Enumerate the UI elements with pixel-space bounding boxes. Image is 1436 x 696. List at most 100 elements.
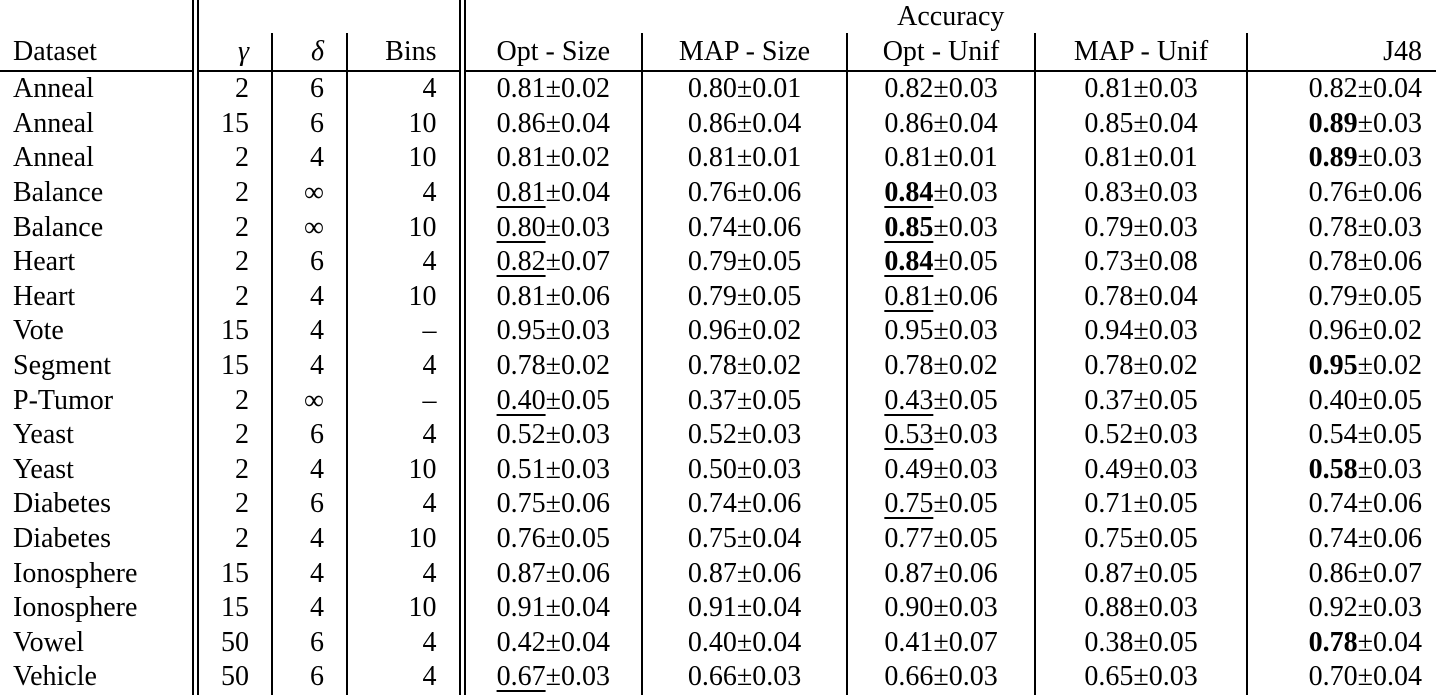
col-header-map-size: MAP - Size xyxy=(641,33,848,72)
delta-cell: 6 xyxy=(271,625,347,661)
map-unif-cell: 0.83±0.03 xyxy=(1034,175,1248,211)
map-unif-cell: 0.37±0.05 xyxy=(1034,383,1248,418)
gamma-cell: 2 xyxy=(191,279,272,315)
map-unif-cell: 0.85±0.04 xyxy=(1034,106,1248,142)
table-row: Vowel 50 6 4 0.42±0.04 0.40±0.04 0.41±0.07 0.38… xyxy=(0,625,1436,661)
accuracy-group-header: Accuracy xyxy=(458,0,1436,33)
accuracy-value: 0.66 xyxy=(687,661,737,693)
accuracy-value: 0.78 xyxy=(1084,280,1134,312)
j48-cell: 0.86±0.07 xyxy=(1246,556,1436,591)
accuracy-value: 0.81 xyxy=(496,142,546,174)
opt-size-cell: 0.80±0.03 xyxy=(458,210,643,245)
table-row: Heart 2 6 4 0.82±0.07 0.79±0.05 0.84±0.05 0.73±… xyxy=(0,244,1436,280)
opt-unif-cell: 0.87±0.06 xyxy=(846,556,1036,591)
j48-cell: 0.78±0.06 xyxy=(1246,244,1436,280)
accuracy-value: 0.67 xyxy=(496,661,546,693)
map-unif-cell: 0.71±0.05 xyxy=(1034,487,1248,522)
j48-cell: 0.70±0.04 xyxy=(1246,660,1436,695)
map-unif-cell: 0.78±0.02 xyxy=(1034,348,1248,384)
accuracy-error: ±0.03 xyxy=(736,661,802,693)
map-size-cell: 0.96±0.02 xyxy=(641,314,848,349)
opt-unif-cell: 0.86±0.04 xyxy=(846,106,1036,142)
j48-cell: 0.89±0.03 xyxy=(1246,141,1436,176)
accuracy-value: 0.78 xyxy=(1308,246,1358,278)
accuracy-value: 0.75 xyxy=(1084,523,1134,555)
j48-cell: 0.82±0.04 xyxy=(1246,71,1436,107)
accuracy-error: ±0.03 xyxy=(545,419,610,451)
accuracy-error: ±0.05 xyxy=(933,523,998,555)
accuracy-value: 0.74 xyxy=(687,488,737,520)
table-row: Balance 2 ∞ 4 0.81±0.04 0.76±0.06 0.84±0.03 0.8… xyxy=(0,175,1436,211)
gamma-cell: 15 xyxy=(191,348,272,384)
accuracy-value: 0.86 xyxy=(687,107,737,139)
j48-cell: 0.78±0.03 xyxy=(1246,210,1436,245)
map-size-cell: 0.37±0.05 xyxy=(641,383,848,418)
accuracy-value: 0.81 xyxy=(884,142,934,174)
accuracy-error: ±0.03 xyxy=(1133,177,1198,209)
accuracy-value: 0.75 xyxy=(687,523,737,555)
accuracy-value: 0.76 xyxy=(687,177,737,209)
accuracy-value: 0.94 xyxy=(1084,315,1134,347)
accuracy-error: ±0.06 xyxy=(1357,488,1422,520)
bins-cell: 4 xyxy=(345,487,463,522)
map-size-cell: 0.75±0.04 xyxy=(641,521,848,557)
map-size-cell: 0.81±0.01 xyxy=(641,141,848,176)
accuracy-error: ±0.03 xyxy=(933,177,998,209)
dataset-cell: Diabetes xyxy=(13,488,111,520)
table-row: Anneal 2 6 4 0.81±0.02 0.80±0.01 0.82±0.03 0.81… xyxy=(0,71,1436,107)
table-row: Vote 15 4–0.95±0.03 0.96±0.02 0.95±0.03 0.94±… xyxy=(0,314,1436,349)
opt-unif-cell: 0.84±0.03 xyxy=(846,175,1036,211)
accuracy-error: ±0.03 xyxy=(736,419,802,451)
j48-cell: 0.96±0.02 xyxy=(1246,314,1436,349)
bins-cell: 4 xyxy=(345,175,463,211)
accuracy-error: ±0.05 xyxy=(545,523,610,555)
accuracy-error: ±0.02 xyxy=(545,142,610,174)
gamma-cell: 2 xyxy=(191,487,272,522)
accuracy-value: 0.96 xyxy=(687,315,737,347)
accuracy-error: ±0.03 xyxy=(933,661,998,693)
accuracy-value: 0.88 xyxy=(1084,592,1134,624)
accuracy-value: 0.81 xyxy=(1084,142,1134,174)
dataset-cell: Ionosphere xyxy=(13,592,138,624)
accuracy-error: ±0.04 xyxy=(1357,661,1422,693)
accuracy-value: 0.41 xyxy=(884,626,934,658)
j48-cell: 0.79±0.05 xyxy=(1246,279,1436,315)
accuracy-value: 0.50 xyxy=(687,453,737,485)
bins-cell: 10 xyxy=(345,590,463,626)
gamma-cell: 2 xyxy=(191,521,272,557)
accuracy-value: 0.85 xyxy=(1084,107,1134,139)
map-unif-cell: 0.94±0.03 xyxy=(1034,314,1248,349)
col-header-opt-size: Opt - Size xyxy=(458,33,643,72)
delta-cell: 6 xyxy=(271,106,347,142)
accuracy-value: 0.79 xyxy=(1084,211,1134,243)
accuracy-error: ±0.04 xyxy=(1357,626,1422,658)
accuracy-value: 0.52 xyxy=(687,419,737,451)
bins-cell: 4 xyxy=(345,625,463,661)
delta-cell: 6 xyxy=(271,417,347,453)
opt-unif-cell: 0.78±0.02 xyxy=(846,348,1036,384)
table-row: Balance 2 ∞ 10 0.80±0.03 0.74±0.06 0.85±0.03 0.… xyxy=(0,210,1436,245)
accuracy-value: 0.82 xyxy=(496,246,546,278)
accuracy-value: 0.74 xyxy=(1308,488,1358,520)
accuracy-error: ±0.02 xyxy=(1133,350,1198,382)
j48-cell: 0.76±0.06 xyxy=(1246,175,1436,211)
accuracy-error: ±0.03 xyxy=(1133,661,1198,693)
gamma-cell: 2 xyxy=(191,71,272,107)
opt-unif-cell: 0.66±0.03 xyxy=(846,660,1036,695)
bins-cell: 10 xyxy=(345,521,463,557)
accuracy-error: ±0.03 xyxy=(1133,453,1198,485)
opt-unif-cell: 0.53±0.03 xyxy=(846,417,1036,453)
gamma-cell: 15 xyxy=(191,590,272,626)
accuracy-error: ±0.05 xyxy=(545,384,610,416)
accuracy-value: 0.79 xyxy=(687,246,737,278)
delta-cell: 6 xyxy=(271,660,347,695)
accuracy-error: ±0.01 xyxy=(1133,142,1198,174)
accuracy-error: ±0.03 xyxy=(545,453,610,485)
dataset-cell: Vote xyxy=(13,315,64,347)
dataset-cell: Heart xyxy=(13,246,76,278)
accuracy-error: ±0.03 xyxy=(1357,453,1422,485)
table-header: Accuracy Dataset γ δ Bins Opt - Size MAP… xyxy=(0,0,1436,72)
gamma-cell: 15 xyxy=(191,106,272,142)
accuracy-error: ±0.06 xyxy=(933,280,998,312)
